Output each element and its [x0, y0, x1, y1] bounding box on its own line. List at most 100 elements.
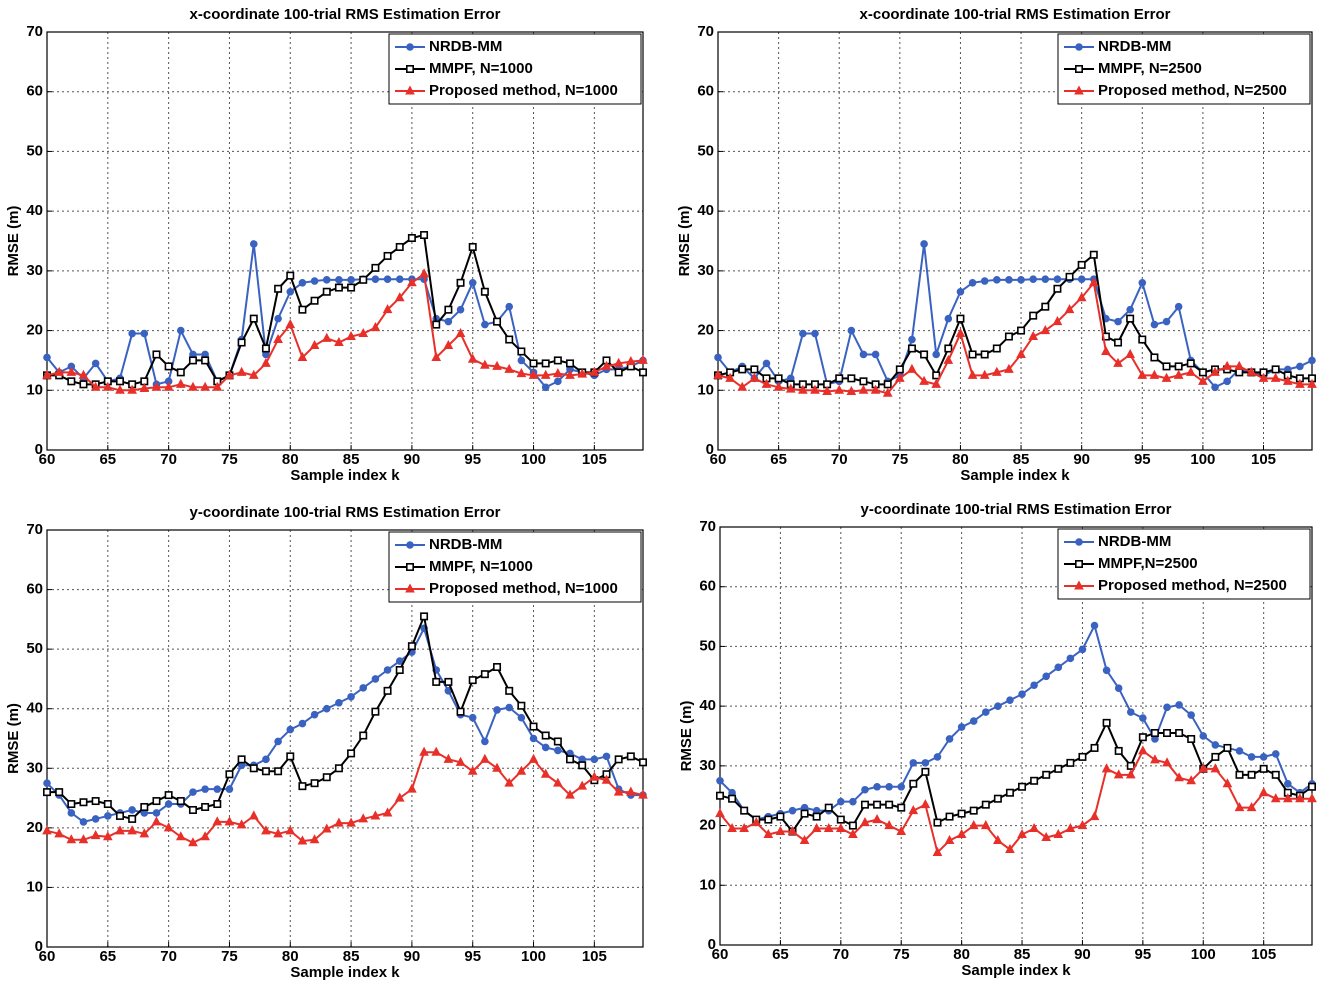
point — [431, 746, 442, 756]
point — [834, 384, 845, 394]
point — [236, 366, 247, 376]
x-tick-label: 90 — [1074, 946, 1091, 963]
point — [847, 374, 856, 383]
point — [468, 713, 477, 722]
point — [310, 710, 319, 719]
point — [128, 329, 136, 338]
point — [335, 698, 343, 707]
point — [200, 381, 210, 391]
legend-label: MMPF, N=1000 — [429, 558, 533, 575]
point — [505, 335, 514, 344]
plot-frame — [719, 526, 1313, 946]
point — [908, 335, 916, 344]
point — [152, 350, 161, 359]
y-axis-label: RMSE (m) — [5, 703, 22, 774]
point — [861, 785, 869, 794]
x-tick-label: 65 — [770, 451, 787, 468]
point — [860, 817, 870, 827]
point — [261, 825, 271, 835]
x-tick-label: 75 — [891, 451, 908, 468]
panel: 0 10 20 30 40 50 60 70 60 65 70 75 80 85 90 95 100 105 y-c… — [5, 504, 648, 981]
point — [601, 360, 612, 370]
point — [298, 279, 307, 287]
point — [1076, 292, 1087, 302]
point — [189, 788, 197, 796]
point — [613, 786, 624, 796]
point — [980, 350, 989, 359]
point — [787, 825, 798, 836]
y-tick-label: 0 — [706, 441, 714, 458]
point — [981, 800, 990, 809]
legend-marker — [405, 85, 415, 95]
y-tick-label: 10 — [697, 381, 714, 398]
legend-marker — [405, 65, 414, 74]
point — [761, 378, 772, 388]
point — [115, 825, 125, 835]
point — [1210, 763, 1221, 773]
point — [1089, 250, 1098, 259]
point — [407, 783, 417, 793]
point — [516, 368, 527, 378]
point — [944, 834, 955, 844]
point — [1052, 316, 1063, 326]
point — [824, 803, 833, 812]
point — [1066, 654, 1075, 663]
point — [1234, 360, 1245, 370]
y-tick-label: 40 — [26, 202, 43, 219]
point — [715, 791, 724, 800]
point — [920, 350, 929, 359]
point — [1138, 745, 1148, 755]
y-tick-label: 70 — [699, 518, 716, 535]
point — [945, 812, 954, 821]
point — [541, 359, 550, 368]
point — [1053, 284, 1062, 293]
point — [224, 369, 235, 379]
legend-box — [1057, 33, 1311, 105]
point — [847, 326, 856, 335]
point — [298, 719, 307, 728]
point — [909, 759, 918, 767]
point — [1308, 356, 1316, 365]
point — [420, 231, 429, 240]
y-tick-label: 0 — [708, 936, 716, 953]
point — [836, 815, 845, 824]
point — [1211, 752, 1220, 761]
point — [1308, 782, 1317, 791]
point — [1018, 782, 1027, 791]
point — [1222, 360, 1232, 370]
y-tick-label: 30 — [699, 757, 716, 774]
point — [383, 666, 392, 674]
point — [334, 283, 343, 292]
point — [358, 813, 369, 823]
y-tick-label: 10 — [26, 381, 43, 398]
point — [553, 368, 563, 378]
x-tick-label: 75 — [221, 948, 238, 965]
legend: NRDB-MM MMPF,N=2500 Proposed method, N=250… — [1057, 528, 1311, 600]
point — [321, 332, 332, 342]
point — [800, 809, 809, 818]
point — [371, 263, 380, 272]
point — [968, 350, 977, 359]
point — [91, 797, 100, 806]
point — [1174, 772, 1184, 782]
point — [1005, 843, 1015, 853]
y-axis-label: RMSE (m) — [678, 701, 695, 772]
point — [383, 251, 392, 260]
chart-title: x-coordinate 100-trial RMS Estimation Er… — [190, 6, 501, 23]
point — [1271, 770, 1280, 779]
point — [297, 351, 308, 361]
point — [810, 384, 820, 394]
point — [870, 384, 881, 394]
point — [274, 767, 283, 776]
point — [188, 381, 198, 391]
point — [823, 822, 834, 833]
legend-label: NRDB-MM — [429, 38, 502, 55]
point — [811, 329, 819, 338]
point — [1235, 368, 1244, 377]
point — [310, 779, 319, 788]
point — [873, 800, 882, 809]
point — [175, 831, 186, 841]
x-tick-label: 80 — [952, 451, 969, 468]
point — [774, 374, 783, 383]
x-axis-label: Sample index k — [290, 964, 400, 981]
